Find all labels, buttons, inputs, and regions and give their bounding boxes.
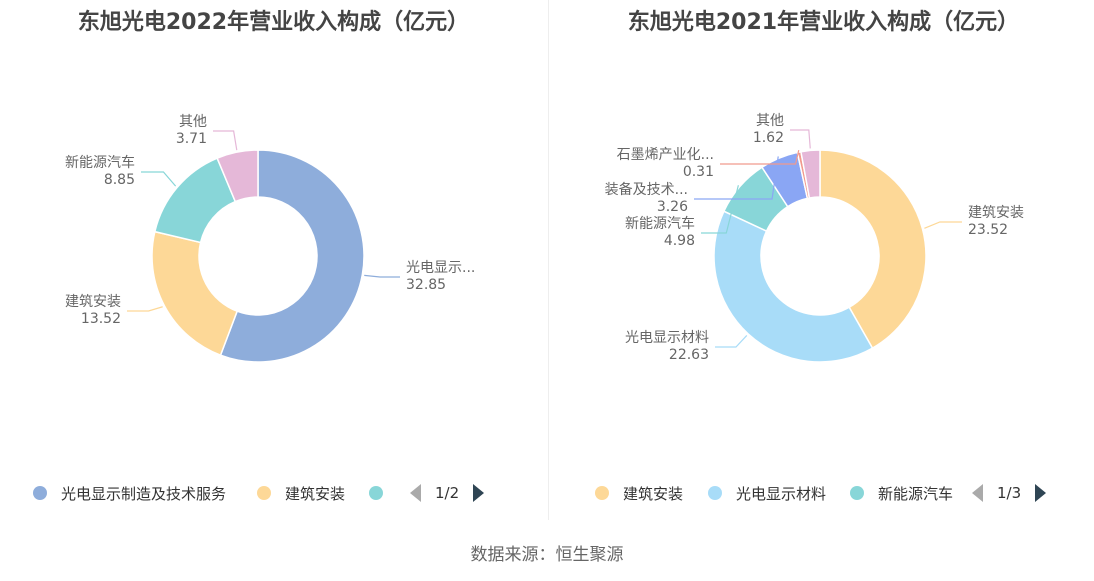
slice-label: 光电显示... <box>406 260 475 276</box>
slice-value: 22.63 <box>669 347 709 363</box>
legend-marker <box>33 486 47 500</box>
slice-value: 0.31 <box>683 164 714 180</box>
slice-value: 32.85 <box>406 277 446 293</box>
label-leader-line <box>715 335 748 348</box>
slice-label: 新能源汽车 <box>625 215 695 232</box>
legend-label: 光电显示制造及技术服务 <box>61 484 227 503</box>
slice-value: 4.98 <box>664 233 695 249</box>
label-leader-line <box>127 306 163 312</box>
chart-title: 东旭光电2021年营业收入构成（亿元） <box>627 10 1020 35</box>
legend-label: 新能源汽车 <box>878 484 954 503</box>
slice-label: 石墨烯产业化... <box>617 147 714 163</box>
slice-label: 其他 <box>179 114 207 130</box>
slice-label: 装备及技术... <box>605 181 688 198</box>
legend-item[interactable]: 光电显示材料 <box>708 481 826 505</box>
label-leader-line <box>141 171 177 187</box>
label-leader-line <box>790 129 811 149</box>
chart-panel-2021: 东旭光电2021年营业收入构成（亿元） 建筑安装 23.52 光电显示材料 22.63… <box>550 0 1094 520</box>
legend-item[interactable]: 光电显示制造及技术服务 <box>33 481 226 505</box>
legend: 光电显示制造及技术服务 建筑安装 1/2 <box>0 481 547 505</box>
legend-next-icon[interactable] <box>1035 484 1047 502</box>
label-leader-line <box>720 149 800 165</box>
legend-marker <box>850 486 864 500</box>
legend-label: 建筑安装 <box>623 484 684 503</box>
slice-value: 23.52 <box>968 222 1008 238</box>
legend-item[interactable]: 新能源汽车 <box>850 481 953 505</box>
donut-slice[interactable] <box>800 149 821 199</box>
slice-value: 3.26 <box>657 199 688 215</box>
legend-page-indicator: 1/2 <box>435 484 460 502</box>
legend-pager: 1/2 <box>410 481 485 505</box>
legend-page-indicator: 1/3 <box>997 484 1022 502</box>
slice-label: 新能源汽车 <box>65 154 135 171</box>
label-leader-line <box>924 221 962 229</box>
donut-slice[interactable] <box>219 149 365 363</box>
label-leader-line <box>213 130 238 151</box>
donut-slice[interactable] <box>151 230 239 357</box>
slice-label: 建筑安装 <box>65 294 121 310</box>
label-leader-line <box>694 156 779 200</box>
legend-marker <box>257 486 271 500</box>
donut-slice[interactable] <box>819 149 927 350</box>
legend: 建筑安装 光电显示材料 新能源汽车 1/3 <box>550 481 1094 505</box>
legend-item[interactable]: 建筑安装 <box>595 481 683 505</box>
chart-panel-2022: 东旭光电2022年营业收入构成（亿元） 光电显示... 32.85 建筑安装 13.5… <box>0 0 547 520</box>
donut-slice[interactable] <box>216 149 259 203</box>
label-leader-line <box>701 185 739 234</box>
legend-item[interactable] <box>369 481 397 505</box>
legend-prev-icon[interactable] <box>972 484 983 502</box>
legend-marker <box>369 486 383 500</box>
legend-item[interactable]: 建筑安装 <box>257 481 345 505</box>
slice-value: 1.62 <box>753 130 784 146</box>
slice-label: 建筑安装 <box>968 205 1024 221</box>
slice-value: 8.85 <box>104 172 135 188</box>
slice-label: 其他 <box>756 113 784 129</box>
legend-marker <box>595 486 609 500</box>
legend-label: 光电显示材料 <box>736 484 827 503</box>
data-source: 数据来源：恒生聚源 <box>470 545 624 565</box>
slice-value: 3.71 <box>176 131 207 147</box>
slice-value: 13.52 <box>81 311 121 327</box>
panel-divider <box>548 0 549 520</box>
legend-marker <box>708 486 722 500</box>
legend-next-icon[interactable] <box>473 484 485 502</box>
label-leader-line <box>364 274 400 278</box>
legend-prev-icon[interactable] <box>410 484 421 502</box>
slice-label: 光电显示材料 <box>625 330 709 346</box>
legend-label: 建筑安装 <box>285 484 346 503</box>
chart-title: 东旭光电2022年营业收入构成（亿元） <box>77 10 470 35</box>
donut-slice[interactable] <box>713 210 874 363</box>
legend-pager: 1/3 <box>972 481 1047 505</box>
